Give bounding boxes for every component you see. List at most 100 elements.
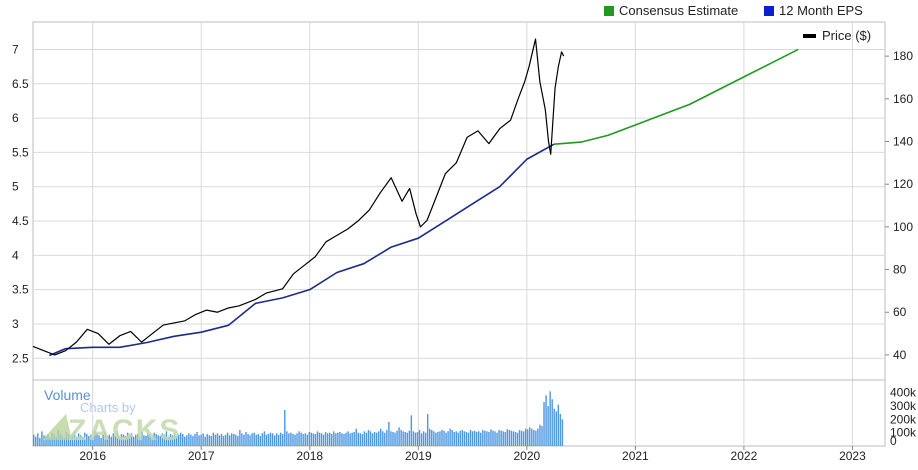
volume-bar	[206, 434, 208, 446]
volume-bar	[331, 434, 333, 446]
volume-bar	[557, 404, 560, 446]
volume-bar	[112, 433, 115, 446]
volume-bar	[363, 431, 366, 446]
volume-bar	[345, 432, 347, 446]
volume-axis-tick: 200k	[890, 412, 917, 426]
volume-bar	[445, 432, 447, 446]
volume-bar	[118, 437, 121, 446]
volume-bar	[451, 430, 453, 446]
series-line-12-month-eps	[48, 143, 555, 357]
volume-bar	[365, 432, 368, 446]
volume-axis-tick: 0	[890, 434, 897, 448]
volume-bar	[304, 433, 306, 446]
volume-bar	[333, 431, 335, 446]
volume-bar	[324, 432, 327, 446]
volume-bar	[429, 428, 431, 446]
volume-bar	[79, 435, 82, 446]
volume-bar	[71, 434, 74, 446]
volume-bar	[286, 431, 288, 446]
volume-bar	[208, 435, 210, 446]
volume-bar	[467, 432, 470, 446]
volume-bar	[39, 438, 41, 446]
volume-bar	[522, 431, 525, 446]
volume-bar	[547, 406, 549, 446]
volume-bar	[533, 430, 535, 446]
volume-bar	[410, 415, 413, 446]
volume-bar	[106, 436, 108, 446]
volume-bar	[163, 434, 166, 446]
volume-bar	[247, 434, 249, 446]
left-axis-tick: 3.5	[12, 283, 29, 297]
x-axis-tick: 2022	[731, 449, 758, 463]
legend-swatch-price	[803, 34, 816, 38]
volume-bar	[382, 431, 384, 446]
volume-bar	[182, 434, 184, 446]
volume-bar	[251, 433, 253, 446]
volume-bar	[265, 434, 268, 446]
volume-bar	[449, 428, 451, 446]
zacks-watermark: Volume Charts by ZACKS	[42, 387, 181, 447]
volume-bar	[310, 432, 313, 446]
volume-bar	[110, 436, 112, 446]
left-axis-tick: 4	[12, 248, 19, 262]
volume-label: Volume	[44, 387, 91, 403]
volume-bar	[61, 435, 64, 446]
volume-bar	[253, 432, 255, 446]
volume-bar	[94, 430, 96, 446]
volume-bar	[561, 419, 564, 446]
volume-bar	[549, 391, 551, 446]
volume-bar	[484, 430, 486, 446]
plot-frame	[32, 21, 886, 447]
legend-label: Consensus Estimate	[619, 3, 738, 18]
volume-bar	[424, 432, 427, 446]
legend-swatch	[764, 6, 774, 16]
volume-bar	[322, 434, 325, 446]
volume-bar	[179, 432, 182, 446]
right-axis-tick: 80	[893, 263, 907, 277]
volume-bar	[520, 430, 523, 446]
volume-bar	[96, 433, 98, 446]
volume-bar	[122, 434, 125, 446]
volume-bar	[155, 434, 157, 446]
volume-bar	[351, 432, 353, 446]
right-axis-tick: 60	[893, 305, 907, 319]
volume-bar	[173, 433, 176, 446]
volume-bar	[114, 435, 117, 446]
volume-bar	[194, 434, 196, 446]
volume-bar	[130, 433, 133, 446]
volume-bar	[271, 433, 274, 446]
left-axis-tick: 6	[12, 111, 19, 125]
volume-bar	[41, 431, 43, 446]
volume-bar	[555, 411, 557, 446]
volume-bar	[408, 430, 411, 446]
volume-bar	[192, 436, 194, 446]
volume-bar	[512, 431, 515, 446]
volume-bar	[137, 434, 139, 446]
volume-bar	[124, 436, 127, 446]
volume-bar	[43, 435, 45, 446]
volume-bar	[231, 433, 233, 446]
volume-bar	[416, 432, 419, 446]
left-axis: 7 6.5 6 5.5 5 4.5 4 3.5 3 2.5	[12, 42, 29, 365]
grid-lines	[33, 22, 885, 446]
volume-bar	[249, 435, 251, 446]
volume-bar	[88, 436, 90, 446]
volume-bar	[551, 399, 553, 446]
volume-bar	[302, 434, 304, 446]
volume-bar	[216, 433, 219, 446]
series-layer	[32, 38, 799, 357]
volume-bar	[228, 435, 231, 446]
volume-bar	[359, 433, 362, 446]
volume-bar	[288, 433, 290, 446]
watermark-line2: ZACKS	[68, 414, 181, 447]
volume-bar	[292, 434, 294, 446]
volume-bar	[141, 432, 143, 446]
x-axis-tick: 2020	[513, 449, 540, 463]
volume-bar	[343, 434, 345, 446]
volume-bar	[235, 434, 237, 446]
volume-bar	[447, 431, 449, 446]
volume-bar	[496, 432, 498, 446]
volume-bar	[306, 434, 308, 446]
left-axis-tick: 7	[12, 42, 19, 56]
